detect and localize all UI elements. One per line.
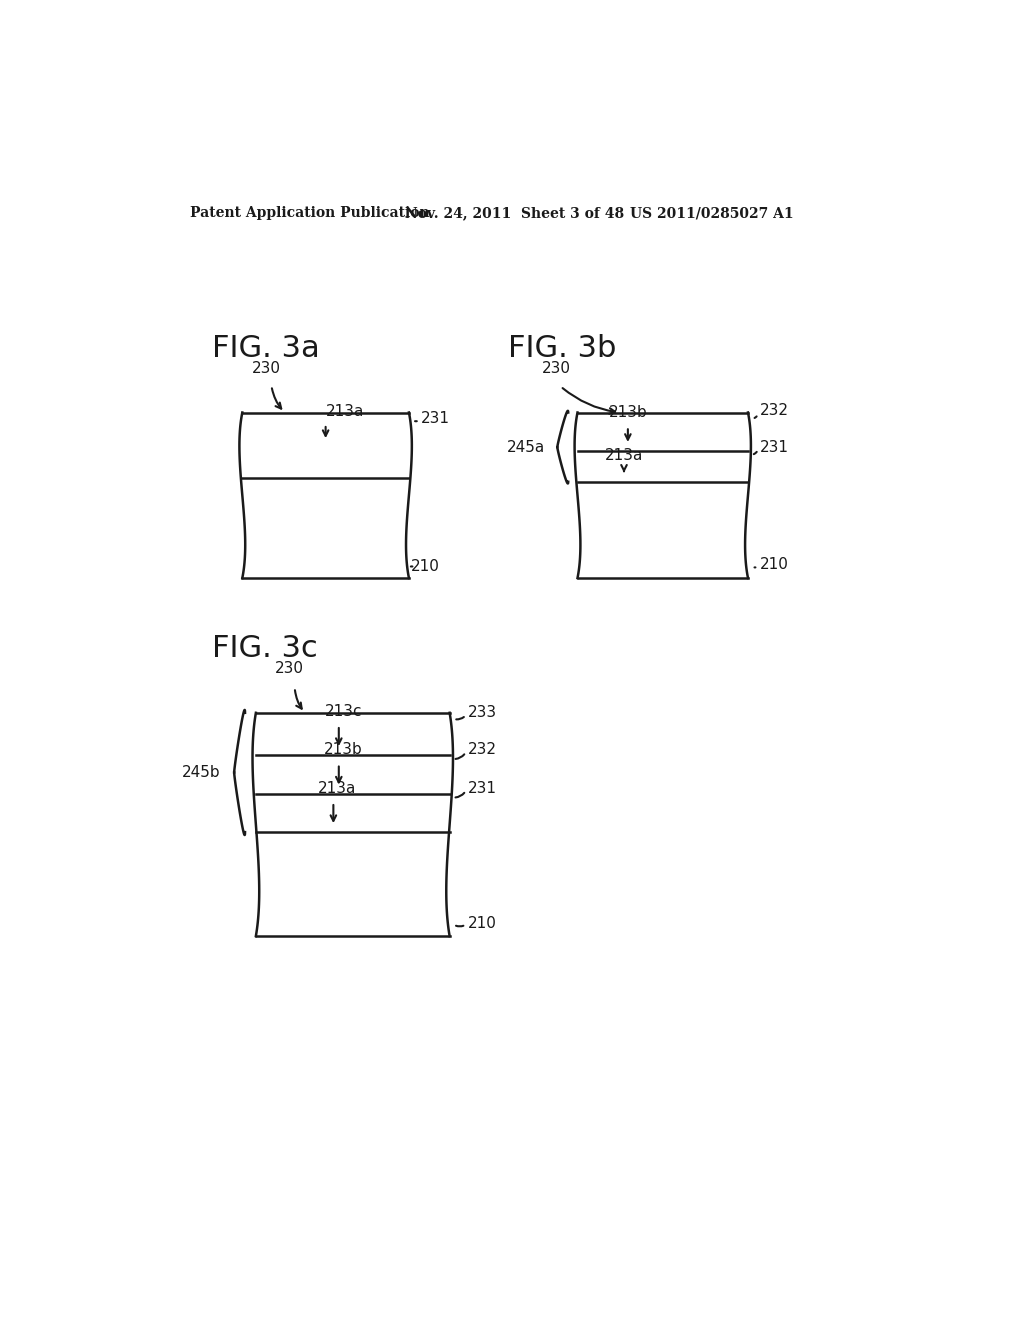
Text: 230: 230: [252, 360, 281, 376]
Text: 213c: 213c: [325, 704, 362, 719]
Text: 230: 230: [542, 360, 571, 376]
Text: Nov. 24, 2011  Sheet 3 of 48: Nov. 24, 2011 Sheet 3 of 48: [406, 206, 625, 220]
Text: 233: 233: [467, 705, 497, 721]
Text: 213a: 213a: [605, 447, 643, 462]
Text: 213a: 213a: [326, 404, 365, 418]
Text: 230: 230: [274, 661, 304, 676]
Text: 231: 231: [760, 440, 788, 454]
Text: 213b: 213b: [324, 742, 362, 758]
Text: FIG. 3c: FIG. 3c: [212, 635, 317, 663]
Text: 210: 210: [411, 558, 439, 574]
Text: 213a: 213a: [318, 781, 356, 796]
Text: 231: 231: [421, 411, 450, 426]
Text: FIG. 3b: FIG. 3b: [508, 334, 616, 363]
Text: 210: 210: [467, 916, 497, 931]
Text: 232: 232: [467, 742, 497, 758]
Text: US 2011/0285027 A1: US 2011/0285027 A1: [630, 206, 794, 220]
Text: 213b: 213b: [608, 405, 647, 420]
Text: 232: 232: [760, 404, 788, 418]
Text: Patent Application Publication: Patent Application Publication: [190, 206, 430, 220]
Text: FIG. 3a: FIG. 3a: [212, 334, 319, 363]
Text: 231: 231: [467, 780, 497, 796]
Text: 210: 210: [760, 557, 788, 573]
Text: 245a: 245a: [507, 440, 545, 454]
Text: 245b: 245b: [181, 766, 220, 780]
